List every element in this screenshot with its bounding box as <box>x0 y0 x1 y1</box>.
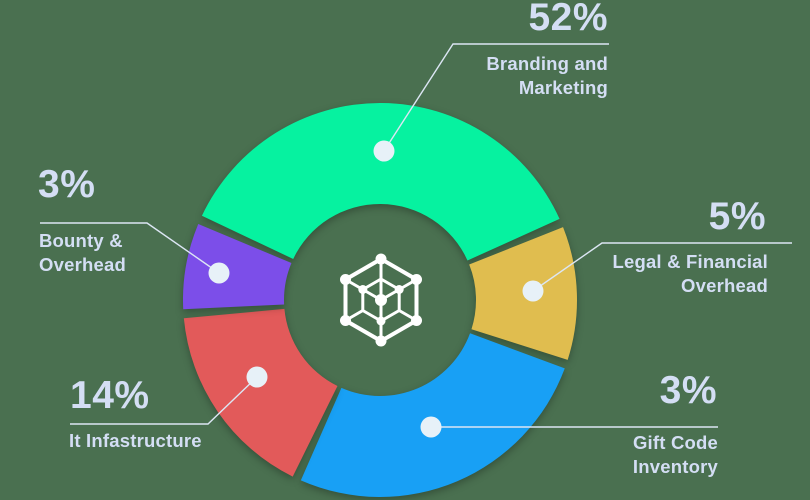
slice-label-gift-code: Gift Code Inventory <box>632 432 718 478</box>
pct-label-it-infrastructure: 14% <box>70 374 150 417</box>
donut-slices <box>183 102 577 498</box>
callout-dot-bounty <box>208 262 230 284</box>
pct-label-bounty: 3% <box>38 163 96 206</box>
pie-slice-bounty <box>183 223 292 310</box>
slice-label-bounty: Bounty & Overhead <box>39 230 126 276</box>
slice-label-branding: Branding and Marketing <box>486 53 608 99</box>
callout-dots <box>208 140 544 438</box>
slice-label-it-infrastructure: It Infastructure <box>69 430 202 451</box>
callout-line-it <box>70 376 258 425</box>
slice-label-legal: Legal & Financial Overhead <box>612 251 768 297</box>
pct-label-branding: 52% <box>528 0 608 39</box>
callout-dot-it <box>246 366 268 388</box>
callout-dot-legal <box>522 280 544 302</box>
pct-label-legal: 5% <box>708 195 766 238</box>
callout-dot-branding <box>373 140 395 162</box>
pie-slice-it <box>183 308 338 477</box>
callout-line-legal <box>532 242 792 292</box>
callout-dot-gift <box>420 416 442 438</box>
blockchain-network-icon <box>339 253 423 347</box>
pct-label-gift-code: 3% <box>659 369 717 412</box>
pie-slice-gift <box>300 333 565 498</box>
callout-line-bounty <box>40 222 220 274</box>
callout-line-branding <box>383 43 609 152</box>
callout-leader-lines <box>40 43 792 428</box>
pie-slice-branding <box>201 102 560 261</box>
